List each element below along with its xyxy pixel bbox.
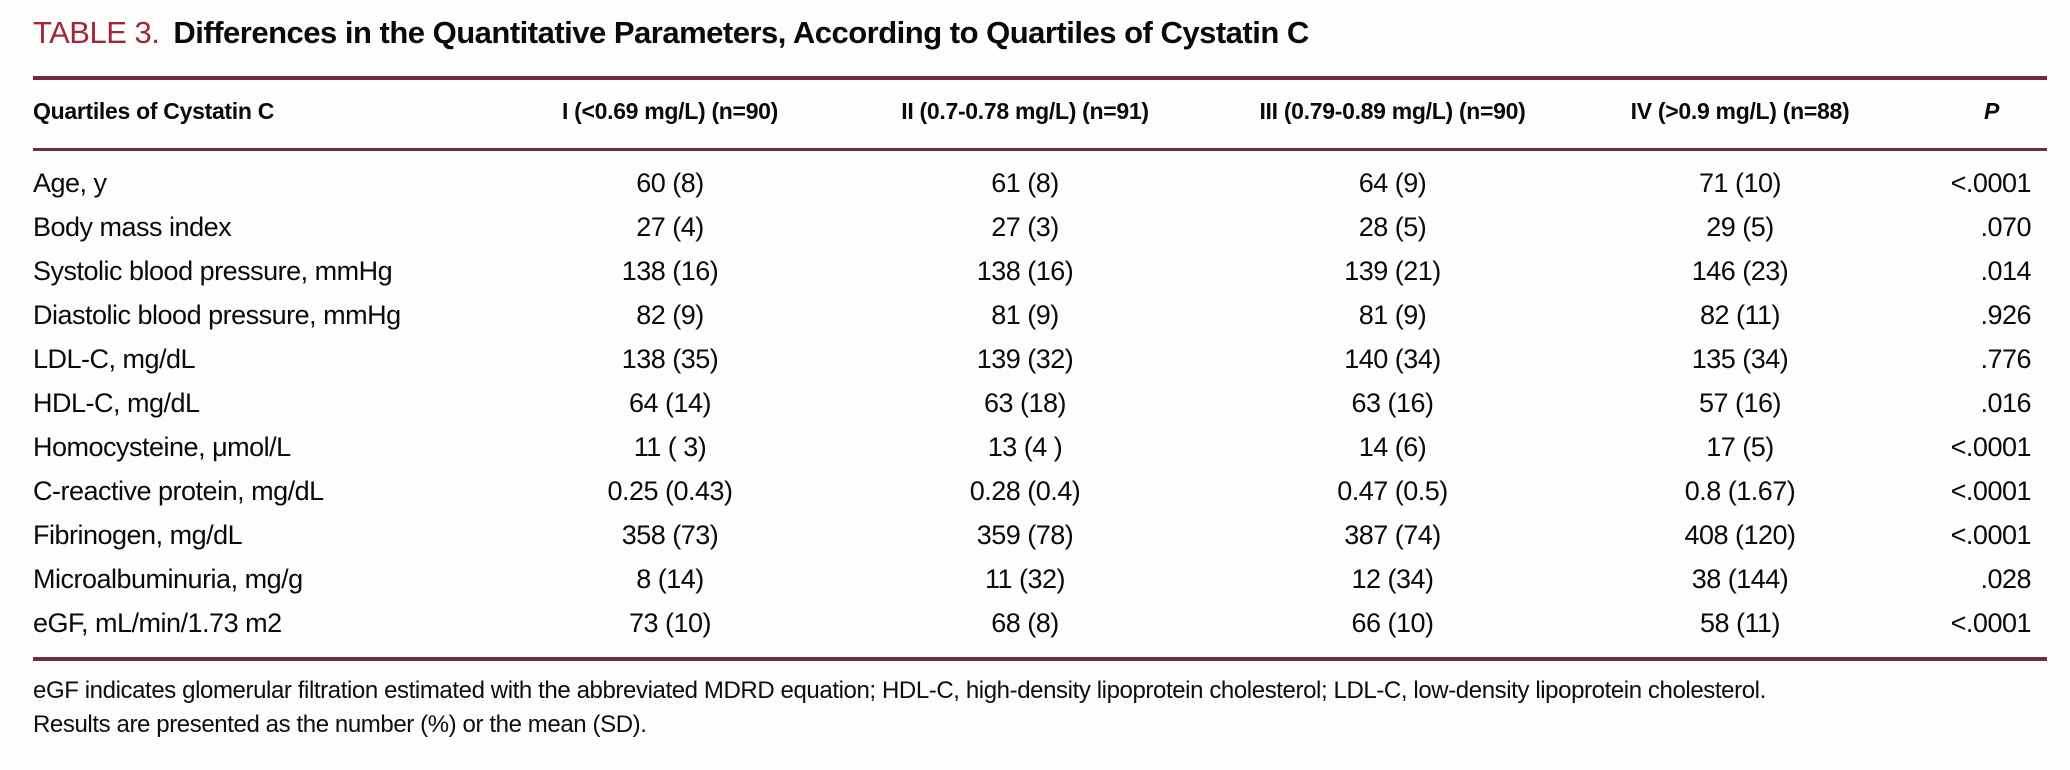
value-cell: 135 (34) — [1691, 344, 1789, 374]
row-label: LDL-C, mg/dL — [33, 344, 196, 374]
p-value-cell: .014 — [1980, 256, 2031, 286]
value-cell: 60 (8) — [636, 168, 704, 198]
value-cell: 0.47 (0.5) — [1337, 476, 1448, 506]
value-cell: 0.25 (0.43) — [607, 476, 733, 506]
table-caption: TABLE 3. Differences in the Quantitative … — [33, 12, 1309, 54]
value-cell: 82 (11) — [1699, 300, 1781, 330]
row-label: Homocysteine, μmol/L — [33, 432, 291, 462]
page-title: Differences in the Quantitative Paramete… — [173, 15, 1309, 50]
row-label: Systolic blood pressure, mmHg — [33, 256, 393, 286]
row-label: Body mass index — [33, 212, 232, 242]
row-label: Diastolic blood pressure, mmHg — [33, 300, 401, 330]
table-row: Age, y 60 (8) 61 (8) 64 (9) 71 (10) <.0001 — [33, 150, 2047, 206]
p-value-cell: .776 — [1980, 344, 2031, 374]
table-number: TABLE 3. — [33, 15, 160, 50]
value-cell: 66 (10) — [1185, 601, 1600, 661]
table-row: eGF, mL/min/1.73 m2 73 (10) 68 (8) 66 (10) 5… — [33, 601, 2047, 661]
value-cell: 0.28 (0.4) — [969, 476, 1081, 506]
value-cell: 68 (8) — [865, 601, 1185, 661]
value-cell: 63 (16) — [1351, 388, 1434, 418]
table-row: Homocysteine, μmol/L 11 ( 3) 13 (4 ) 14 (6)… — [33, 425, 2047, 469]
value-cell: 359 (78) — [976, 520, 1074, 550]
table-row: Systolic blood pressure, mmHg 138 (16) 138… — [33, 249, 2047, 293]
value-cell: 146 (23) — [1691, 256, 1789, 286]
row-label: C-reactive protein, mg/dL — [33, 476, 324, 506]
value-cell: 11 ( 3) — [633, 432, 707, 462]
value-cell: 13 (4 ) — [987, 432, 1063, 462]
table-row: Body mass index 27 (4) 27 (3) 28 (5) 29 (5).… — [33, 205, 2047, 249]
row-label: HDL-C, mg/dL — [33, 388, 200, 418]
row-label: Microalbuminuria, mg/g — [33, 564, 303, 594]
p-value-cell: <.0001 — [1950, 476, 2032, 506]
value-cell: 140 (34) — [1344, 344, 1441, 374]
value-cell: 358 (73) — [621, 520, 719, 550]
column-header-quartile-3: III (0.79-0.89 mg/L) (n=90) — [1185, 88, 1600, 151]
value-cell: 387 (74) — [1344, 520, 1441, 550]
value-cell: 138 (16) — [621, 256, 719, 286]
p-value-cell: <.0001 — [1950, 520, 2032, 550]
value-cell: 0.8 (1.67) — [1684, 476, 1796, 506]
column-header-quartile-2: II (0.7-0.78 mg/L) (n=91) — [865, 88, 1185, 151]
table-row: Fibrinogen, mg/dL 358 (73) 359 (78) 387 (74… — [33, 513, 2047, 557]
p-value-cell: <.0001 — [1950, 168, 2032, 198]
p-value-cell: .926 — [1980, 300, 2031, 330]
table-row: HDL-C, mg/dL 64 (14) 63 (18) 63 (16) 57 (16)… — [33, 381, 2047, 425]
table-row: Diastolic blood pressure, mmHg 82 (9) 81 (… — [33, 293, 2047, 337]
value-cell: 64 (14) — [628, 388, 712, 418]
p-value-cell: .070 — [1980, 212, 2031, 242]
table-header-row: Quartiles of Cystatin C I (<0.69 mg/L) (… — [33, 88, 2047, 151]
value-cell: 139 (32) — [976, 344, 1074, 374]
value-cell: 138 (16) — [976, 256, 1074, 286]
value-cell: 8 (14) — [636, 564, 704, 594]
p-value-cell: .016 — [1980, 388, 2031, 418]
value-cell: 82 (9) — [636, 300, 704, 330]
value-cell: 81 (9) — [991, 300, 1059, 330]
p-value-cell: <.0001 — [1880, 601, 2047, 661]
footnote-abbreviations: eGF indicates glomerular filtration esti… — [33, 677, 1766, 704]
value-cell: 73 (10) — [475, 601, 865, 661]
row-label: Fibrinogen, mg/dL — [33, 520, 243, 550]
value-cell: 28 (5) — [1358, 212, 1427, 242]
value-cell: 58 (11) — [1600, 601, 1880, 661]
table-row: Microalbuminuria, mg/g 8 (14) 11 (32) 12 (3… — [33, 557, 2047, 601]
p-value-cell: .028 — [1980, 564, 2031, 594]
column-header-quartiles: Quartiles of Cystatin C — [33, 88, 475, 151]
value-cell: 38 (144) — [1691, 564, 1789, 594]
value-cell: 139 (21) — [1344, 256, 1441, 286]
table-footnote: eGF indicates glomerular filtration esti… — [33, 674, 1766, 742]
value-cell: 61 (8) — [991, 168, 1059, 198]
p-value-cell: <.0001 — [1950, 432, 2032, 462]
table-row: LDL-C, mg/dL 138 (35) 139 (32) 140 (34) 135 … — [33, 337, 2047, 381]
data-table: Quartiles of Cystatin C I (<0.69 mg/L) (… — [33, 88, 2047, 661]
footnote-presentation: Results are presented as the number (%) … — [33, 711, 647, 738]
table-body: Age, y 60 (8) 61 (8) 64 (9) 71 (10) <.0001 Bod… — [33, 150, 2047, 661]
value-cell: 408 (120) — [1684, 520, 1796, 550]
column-header-quartile-1: I (<0.69 mg/L) (n=90) — [475, 88, 865, 151]
value-cell: 138 (35) — [621, 344, 719, 374]
value-cell: 81 (9) — [1358, 300, 1427, 330]
value-cell: 71 (10) — [1698, 168, 1782, 198]
column-header-p-value: P — [1880, 88, 2047, 151]
value-cell: 63 (18) — [983, 388, 1067, 418]
value-cell: 27 (4) — [636, 212, 704, 242]
table-row: C-reactive protein, mg/dL 0.25 (0.43) 0.28… — [33, 469, 2047, 513]
row-label: eGF, mL/min/1.73 m2 — [33, 601, 475, 661]
value-cell: 64 (9) — [1358, 168, 1427, 198]
value-cell: 27 (3) — [991, 212, 1059, 242]
value-cell: 57 (16) — [1698, 388, 1782, 418]
value-cell: 29 (5) — [1706, 212, 1774, 242]
top-rule — [33, 76, 2047, 80]
value-cell: 11 (32) — [984, 564, 1066, 594]
value-cell: 12 (34) — [1351, 564, 1434, 594]
column-header-quartile-4: IV (>0.9 mg/L) (n=88) — [1600, 88, 1880, 151]
value-cell: 17 (5) — [1706, 432, 1774, 462]
row-label: Age, y — [33, 168, 107, 198]
value-cell: 14 (6) — [1358, 432, 1427, 462]
